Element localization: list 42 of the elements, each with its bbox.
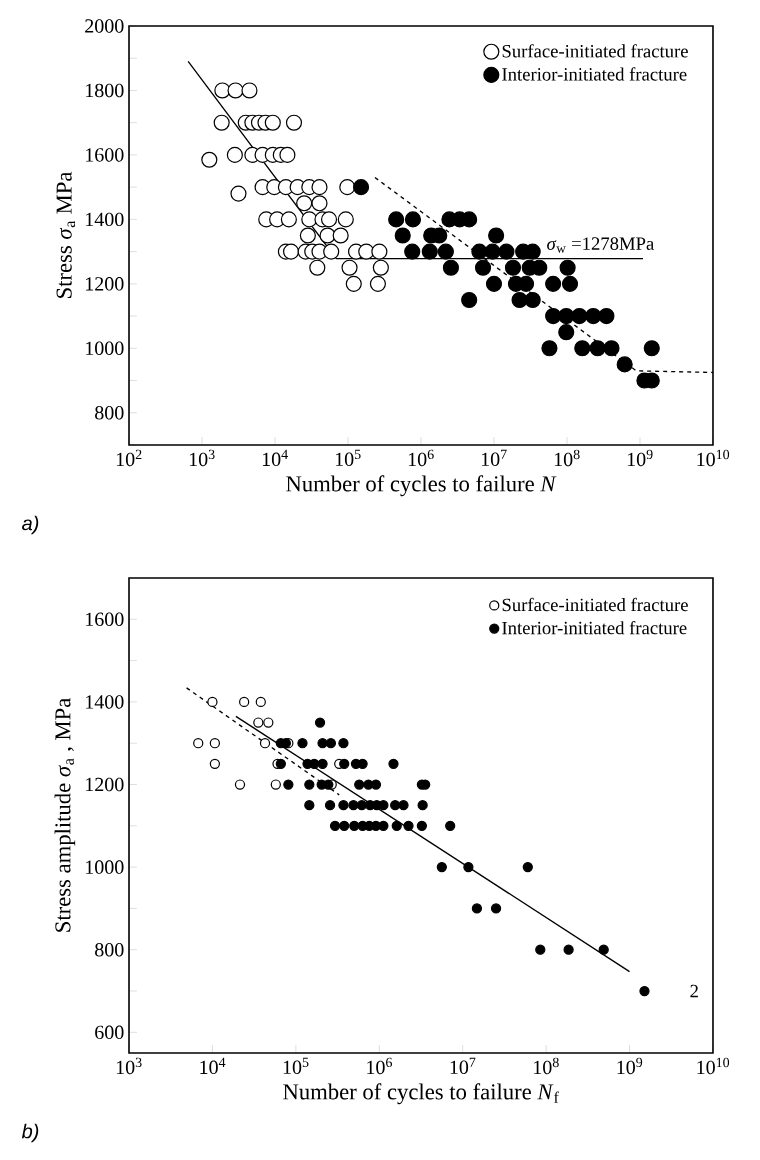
y-tick-label: 1600 bbox=[86, 612, 124, 627]
x-tick-label: 10$^{2}$ bbox=[116, 449, 142, 467]
legend-label: Interior-initiated fracture bbox=[502, 620, 687, 635]
x-tick-label: 10$^{10}$ bbox=[697, 449, 730, 467]
x-tick-label: 10$^{7}$ bbox=[481, 449, 507, 467]
x-tick-label: 10$^{8}$ bbox=[534, 1057, 559, 1075]
x-tick-label: 10$^{4}$ bbox=[200, 1057, 226, 1075]
x-axis-title: Number of cycles to failure N$_{f}$ bbox=[283, 1083, 559, 1105]
x-tick-label: 10$^{6}$ bbox=[367, 1057, 393, 1075]
annotation: σ$_{w}$ =1278MPa bbox=[547, 237, 654, 253]
text: b) bbox=[21, 1123, 39, 1143]
y-tick-label: 1800 bbox=[86, 83, 124, 98]
legend-label: Surface-initiated fracture bbox=[502, 44, 688, 58]
legend-label: Interior-initiated fracture bbox=[502, 67, 687, 81]
y-tick-label: 2000 bbox=[85, 19, 124, 33]
y-tick-label: 1200 bbox=[86, 777, 124, 792]
x-tick-label: 10$^{9}$ bbox=[627, 449, 653, 467]
x-tick-label: 10$^{3}$ bbox=[116, 1057, 142, 1075]
x-tick-label: 10$^{9}$ bbox=[617, 1057, 643, 1075]
legend-label: Surface-initiated fracture bbox=[502, 597, 688, 612]
text: a) bbox=[22, 515, 39, 535]
x-tick-label: 10$^{10}$ bbox=[697, 1057, 730, 1075]
y-tick-label: 1400 bbox=[86, 695, 124, 709]
y-tick-label: 600 bbox=[95, 1025, 124, 1040]
x-tick-label: 10$^{3}$ bbox=[189, 449, 215, 467]
x-tick-label: 10$^{5}$ bbox=[335, 449, 361, 467]
y-tick-label: 1200 bbox=[86, 277, 124, 291]
x-tick-label: 10$^{7}$ bbox=[450, 1057, 476, 1075]
y-axis-title: Stress amplitude σ$_{a}$ , MPa bbox=[54, 698, 76, 932]
y-tick-label: 800 bbox=[95, 406, 124, 420]
x-tick-label: 10$^{5}$ bbox=[283, 1057, 309, 1075]
y-tick-label: 1600 bbox=[86, 148, 124, 162]
x-axis-title: Number of cycles to failure N bbox=[286, 475, 557, 497]
y-tick-label: 1400 bbox=[86, 212, 124, 227]
y-tick-label: 1000 bbox=[86, 341, 124, 356]
x-tick-label: 10$^{8}$ bbox=[554, 449, 580, 467]
x-tick-label: 10$^{6}$ bbox=[408, 449, 434, 467]
y-tick-label: 1000 bbox=[86, 860, 124, 874]
y-tick-label: 800 bbox=[95, 942, 124, 957]
y-axis-title: Stress σ$_{a}$ MPa bbox=[56, 171, 76, 298]
x-tick-label: 10$^{4}$ bbox=[262, 449, 288, 467]
annotation: 2 bbox=[690, 984, 698, 998]
